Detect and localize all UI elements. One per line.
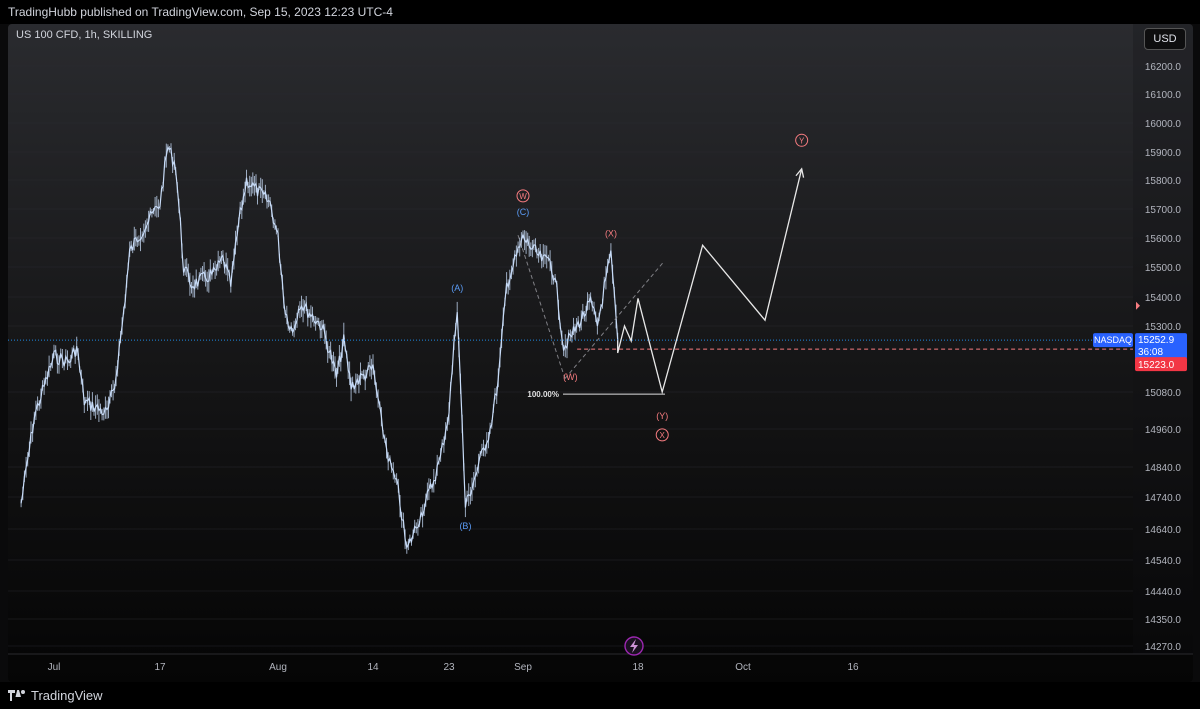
wave-label: (W): [563, 372, 578, 382]
wave-label-circle: [516, 189, 530, 203]
countdown-value: 36:08: [1138, 347, 1163, 358]
tradingview-logo-icon: [8, 690, 25, 701]
current-price-tag: NASDAQ 15252.936:08 15223.0: [1093, 333, 1187, 372]
x-tick-label: 23: [443, 662, 455, 673]
price-series: [20, 146, 619, 550]
y-tick-label: 15600.0: [1145, 234, 1182, 245]
x-tick-label: Aug: [269, 662, 287, 673]
alert-price-value: 15223.0: [1138, 360, 1175, 371]
y-tick-label: 15800.0: [1145, 176, 1182, 187]
alert-marker: [1136, 301, 1140, 310]
y-tick-label: 15080.0: [1145, 388, 1182, 399]
y-tick-label: 15500.0: [1145, 263, 1182, 274]
y-tick-label: 14960.0: [1145, 425, 1182, 436]
wave-label: Y: [799, 136, 805, 145]
x-tick-label: Sep: [514, 662, 532, 673]
fib-label: 100.00%: [527, 390, 559, 399]
current-price-value: 15252.9: [1138, 335, 1175, 346]
wave-label: (Y): [656, 411, 668, 421]
y-tick-label: 15900.0: [1145, 148, 1182, 159]
wave-guide-line: [564, 262, 664, 379]
projection-path: [617, 168, 803, 395]
nasdaq-tag: NASDAQ: [1094, 335, 1132, 345]
wave-label: (B): [459, 521, 471, 531]
alert-tag-bg: [1135, 357, 1187, 372]
tradingview-logo[interactable]: TradingView: [0, 688, 103, 703]
y-tick-label: 16000.0: [1145, 119, 1182, 130]
y-tick-label: 15700.0: [1145, 205, 1182, 216]
chart-panel[interactable]: 100.00% (A) (B) (C) W (W) (X) (Y) X Y 16200.0 1610…: [8, 24, 1193, 682]
lightning-icon-bolt: [630, 639, 638, 653]
y-tick-label: 14740.0: [1145, 493, 1182, 504]
y-tick-label: 14350.0: [1145, 615, 1182, 626]
published-info: TradingHubb published on TradingView.com…: [8, 5, 393, 19]
wave-label: (A): [451, 283, 463, 293]
tradingview-brand: TradingView: [31, 688, 103, 703]
y-tick-label: 15300.0: [1145, 322, 1182, 333]
y-tick-label: 16100.0: [1145, 90, 1182, 101]
symbol-info[interactable]: US 100 CFD, 1h, SKILLING: [16, 29, 153, 41]
x-tick-label: 16: [847, 662, 859, 673]
price-tag-bg: [1135, 333, 1187, 360]
wave-label: X: [660, 431, 666, 440]
wave-label: (C): [517, 207, 530, 217]
lightning-icon: [624, 636, 644, 656]
y-tick-label: 14540.0: [1145, 556, 1182, 567]
x-tick-label: Jul: [48, 662, 61, 673]
x-tick-label: 18: [632, 662, 644, 673]
wave-label-circle: [655, 428, 669, 442]
wave-label: (X): [605, 229, 617, 239]
bottom-bar: TradingView: [0, 682, 1200, 709]
top-bar: TradingHubb published on TradingView.com…: [0, 0, 1200, 24]
y-tick-label: 15400.0: [1145, 293, 1182, 304]
y-tick-label: 14640.0: [1145, 525, 1182, 536]
price-chart[interactable]: 100.00% (A) (B) (C) W (W) (X) (Y) X Y 16200.0 1610…: [8, 24, 1193, 682]
y-tick-label: 14840.0: [1145, 463, 1182, 474]
x-tick-label: 17: [154, 662, 166, 673]
y-tick-label: 14270.0: [1145, 642, 1182, 653]
y-tick-label: 14440.0: [1145, 587, 1182, 598]
wave-label-circle: [795, 133, 809, 147]
nasdaq-tag-bg: [1093, 333, 1133, 348]
x-tick-label: Oct: [735, 662, 751, 673]
x-tick-label: 14: [367, 662, 379, 673]
projection-arrowhead: [795, 167, 805, 178]
wave-label: W: [519, 192, 527, 201]
currency-button[interactable]: USD: [1144, 28, 1186, 50]
y-tick-label: 16200.0: [1145, 62, 1182, 73]
